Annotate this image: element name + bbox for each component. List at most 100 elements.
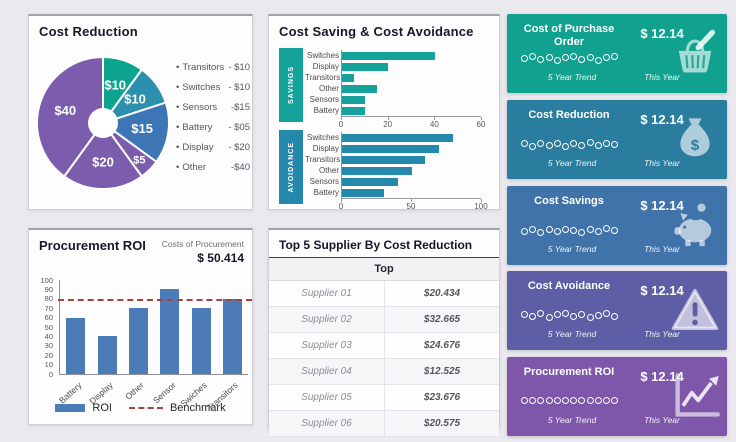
- benchmark-legend-line: [128, 407, 163, 409]
- axis-tick-label: 60: [476, 120, 486, 129]
- hbar-category-label: Sensors: [309, 95, 339, 104]
- trend-dot: [553, 311, 561, 319]
- cost-reduction-title: Cost Reduction: [39, 24, 138, 39]
- axis-tick: [411, 199, 412, 202]
- axis-tick-label: 100: [474, 202, 488, 211]
- cost-reduction-donut-chart: $10$10 $15 $5 $20 $40: [36, 55, 170, 190]
- legend-value: - $20: [228, 142, 250, 153]
- trend-dot: [578, 142, 586, 149]
- trend-dot: [611, 227, 619, 235]
- axis-tick: [341, 117, 342, 120]
- trend-dot: [594, 56, 602, 64]
- year-label: This Year: [644, 329, 680, 339]
- axis-tick-label: 0: [338, 202, 344, 211]
- five-year-trend-sparkline: [521, 395, 623, 409]
- hbar-category-label: Battery: [313, 106, 339, 115]
- roi-title: Procurement ROI: [39, 238, 146, 253]
- trend-dot: [521, 228, 528, 235]
- supplier-value: $12.525: [384, 359, 499, 384]
- y-axis-label: 30: [44, 341, 53, 351]
- legend-label: Switches: [182, 82, 221, 93]
- trend-dot: [611, 52, 619, 60]
- hbar-category-label: Battery: [313, 188, 339, 197]
- card-title: Procurement ROI: [523, 366, 615, 378]
- shopping-basket-icon: [669, 27, 721, 79]
- supplier-name: Supplier 01: [301, 288, 352, 299]
- roi-bar-swiches: [191, 308, 211, 374]
- legend-item: • Sensors -$15: [176, 102, 250, 113]
- trend-dot: [602, 139, 610, 147]
- roi-subtitle: Costs of Procurement: [161, 239, 244, 249]
- legend-item: • Transitors - $10: [176, 62, 250, 73]
- trend-dot: [602, 224, 610, 232]
- trend-label: 5 Year Trend: [547, 329, 597, 339]
- supplier-row: Supplier 02 $32.665: [269, 307, 499, 333]
- trend-dot: [545, 313, 553, 321]
- trend-dot: [553, 228, 561, 235]
- card-title: Cost of Purchase Order: [523, 23, 615, 49]
- hbar-row: Battery: [305, 187, 481, 198]
- hbar-switches: [342, 133, 454, 142]
- legend-item: • Display - $20: [176, 142, 250, 153]
- pie-slice-label: $5: [133, 154, 145, 166]
- suppliers-title: Top 5 Supplier By Cost Reduction: [269, 230, 499, 258]
- hbar-category-label: Transitors: [305, 155, 341, 164]
- hbar-track: [341, 50, 481, 61]
- trend-dot: [611, 141, 619, 149]
- five-year-trend-sparkline: [521, 52, 623, 66]
- hbar-display: [342, 62, 389, 71]
- roi-bar-battery: [66, 317, 86, 374]
- trend-label: 5 Year Trend: [547, 244, 597, 254]
- year-label: This Year: [644, 158, 680, 168]
- trend-dot: [529, 397, 537, 405]
- hbar-track: [341, 105, 481, 116]
- hbar-category-label: Display: [312, 144, 339, 153]
- avoidance-strip-label: AVOIDANCE: [287, 141, 295, 193]
- trend-dot: [602, 397, 610, 405]
- trend-dot: [537, 139, 545, 147]
- hbar-transitors: [342, 155, 426, 164]
- donut-hole: [88, 108, 118, 138]
- y-axis-label: 10: [44, 360, 53, 370]
- y-axis-label: 60: [44, 313, 53, 323]
- supplier-value: $24.676: [384, 333, 499, 358]
- trend-dot: [586, 53, 594, 61]
- pie-slice-label: $10: [124, 92, 146, 107]
- warning-triangle-icon: [669, 284, 721, 336]
- five-year-trend-sparkline: [521, 309, 623, 323]
- hbar-track: [341, 165, 481, 176]
- hbar-row: Sensors: [305, 94, 481, 105]
- axis-tick: [387, 117, 389, 120]
- trend-dot: [578, 56, 586, 63]
- trend-dot: [545, 397, 553, 405]
- hbar-row: Battery: [305, 105, 481, 116]
- y-axis-label: 80: [44, 294, 53, 304]
- trend-dot: [578, 310, 586, 318]
- trend-dot: [537, 309, 545, 317]
- supplier-name: Supplier 02: [301, 314, 352, 325]
- panel-procurement-roi: Procurement ROI Costs of Procurement $ 5…: [28, 228, 253, 425]
- legend-item: • Battery - $05: [176, 122, 250, 133]
- hbar-category-label: Transitors: [305, 73, 341, 82]
- roi-amount: $ 50.414: [197, 251, 244, 265]
- avoidance-strip: AVOIDANCE: [279, 130, 303, 204]
- legend-label: Other: [182, 162, 207, 173]
- trend-dot: [578, 397, 586, 405]
- legend-bullet: •: [176, 142, 180, 153]
- trend-dot: [529, 225, 537, 233]
- roi-bar-transitors: [222, 298, 242, 374]
- hbar-row: Other: [305, 83, 481, 94]
- hbar-category-label: Other: [318, 84, 339, 93]
- trend-dot: [529, 142, 537, 150]
- legend-label: Transitors: [182, 62, 225, 73]
- year-label: This Year: [644, 415, 680, 425]
- savings-strip: SAVINGS: [279, 48, 303, 122]
- kpi-card-procurement-roi: Procurement ROI $ 12.14 5 Year Trend Thi…: [507, 357, 727, 436]
- trend-dot: [570, 313, 578, 320]
- kpi-card-cost-savings: Cost Savings $ 12.14 5 Year Trend This Y…: [507, 186, 727, 265]
- hbar-battery: [342, 188, 384, 197]
- supplier-row: Supplier 03 $24.676: [269, 333, 499, 359]
- hbar-track: [341, 83, 481, 94]
- hbar-row: Switches: [305, 132, 481, 143]
- pie-slice-display: [62, 121, 144, 190]
